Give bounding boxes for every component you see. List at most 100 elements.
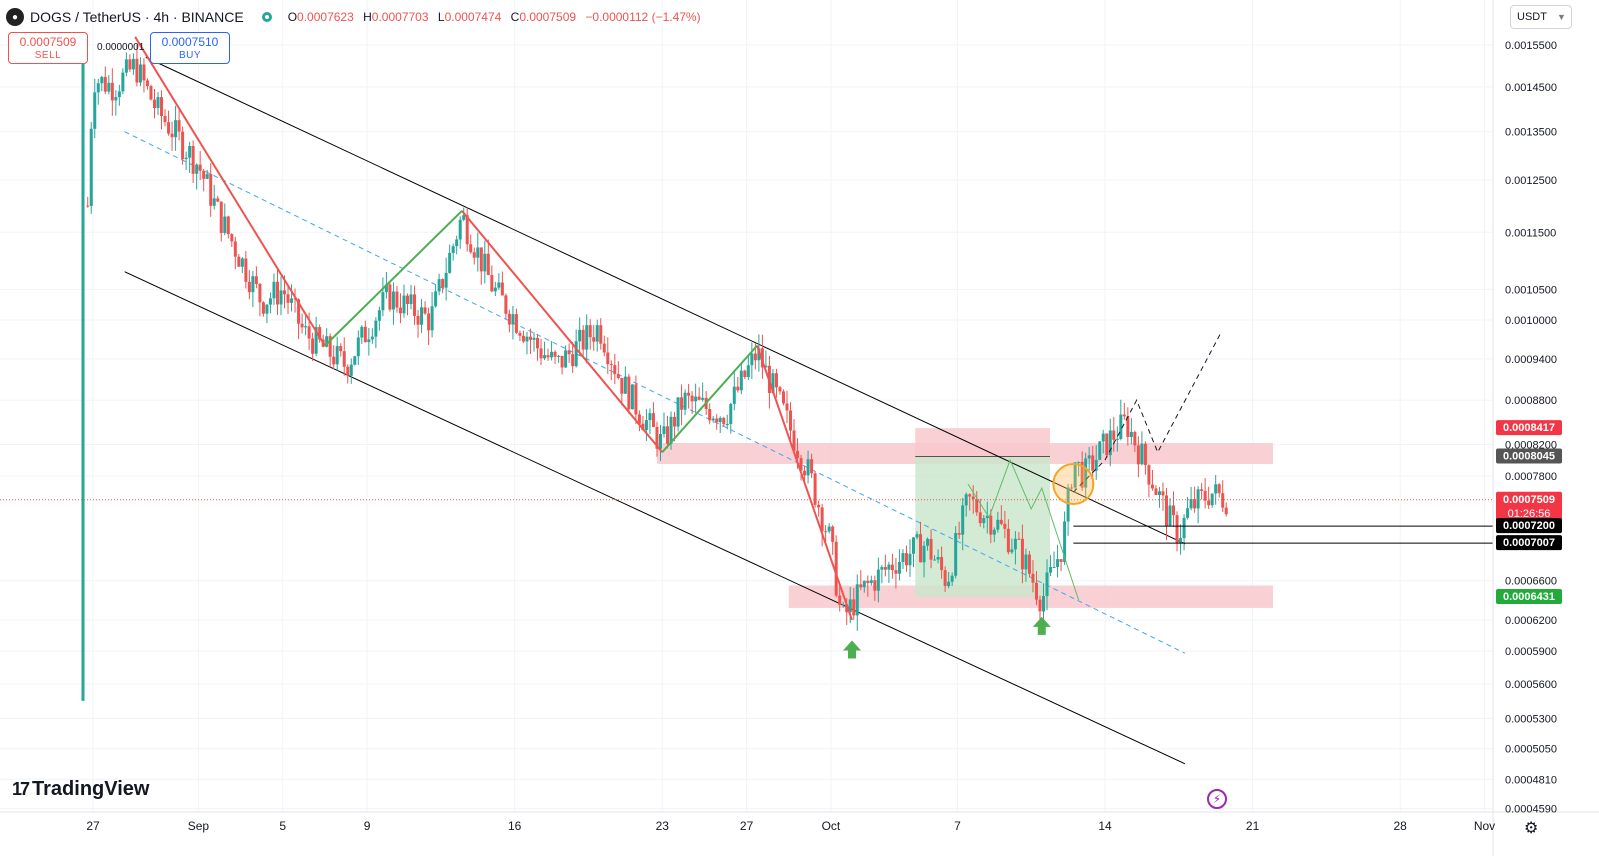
candle-body-26 — [177, 120, 181, 132]
symbol-header: ● DOGS / TetherUS · 4h · BINANCE O0.0007… — [6, 6, 701, 28]
candle-body-19 — [152, 99, 156, 109]
spread-value: 0.0000001 — [97, 42, 145, 53]
candle-body-57 — [286, 294, 290, 303]
candle-body-99 — [434, 291, 438, 307]
candle-body-198 — [781, 391, 785, 404]
up-arrow-icon-1 — [1032, 616, 1051, 635]
impulse-down-2[interactable] — [461, 210, 664, 453]
candle-body-77 — [356, 337, 360, 357]
candle-body-114 — [486, 253, 490, 275]
candle-body-117 — [497, 282, 501, 288]
candle-body-163 — [658, 433, 662, 449]
candle-body-2 — [93, 92, 97, 129]
candle-body-130 — [543, 355, 547, 359]
ohlc-readout: O0.0007623 H0.0007703 L0.0007474 C0.0007… — [288, 10, 701, 24]
y-tick-label-17: 0.0004810 — [1505, 774, 1557, 786]
candle-body-222 — [866, 580, 870, 584]
price-tag-target-5 — [1496, 589, 1562, 605]
candle-body-208 — [817, 504, 821, 508]
candle-body-94 — [416, 315, 420, 325]
channel-lower-line[interactable] — [124, 271, 1186, 765]
x-tick-label-5: 23 — [656, 819, 670, 833]
bar-countdown-text: 01:26:56 — [1508, 508, 1551, 520]
candle-body-261 — [1003, 523, 1007, 529]
currency-select[interactable]: USDT ▼ — [1510, 5, 1572, 29]
x-tick-label-3: 9 — [364, 819, 371, 833]
candle-body-93 — [413, 294, 417, 316]
impulse-up-2[interactable] — [661, 344, 758, 453]
candle-body-16 — [142, 64, 146, 81]
candle-body-22 — [163, 116, 167, 123]
candle-body-30 — [191, 145, 195, 174]
sell-button[interactable]: 0.0007509 SELL — [8, 32, 88, 64]
candle-body-251 — [968, 494, 972, 497]
candle-body-96 — [423, 307, 427, 314]
candle-body-182 — [725, 424, 729, 426]
future-projection-path[interactable] — [1073, 332, 1222, 493]
candle-body-196 — [774, 373, 778, 388]
y-tick-label-11: 0.0006600 — [1505, 576, 1557, 588]
candle-body-146 — [599, 325, 603, 344]
impulse-down-1[interactable] — [134, 36, 326, 347]
high-value: 0.0007703 — [371, 10, 429, 24]
y-tick-label-12: 0.0006200 — [1505, 615, 1557, 627]
symbol-title[interactable]: DOGS / TetherUS · 4h · BINANCE — [30, 9, 244, 25]
candle-body-271 — [1038, 599, 1042, 612]
candle-body-202 — [796, 450, 800, 459]
candle-body-258 — [992, 529, 996, 535]
candle-body-7 — [110, 82, 114, 101]
candle-body-125 — [525, 336, 529, 342]
candle-body-136 — [564, 350, 568, 368]
tradingview-logo[interactable]: 17 TradingView — [12, 778, 149, 801]
dogs-coin-icon[interactable]: ● — [6, 8, 24, 26]
projection-path[interactable] — [967, 458, 1080, 601]
candle-body-135 — [560, 355, 564, 368]
buy-button[interactable]: 0.0007510 BUY — [150, 32, 230, 64]
candle-body-171 — [687, 392, 691, 396]
candle-body-6 — [107, 82, 111, 92]
candle-body-214 — [838, 595, 842, 605]
candle-body-255 — [982, 518, 986, 524]
impulse-up-1[interactable] — [324, 210, 463, 347]
candle-body-228 — [887, 564, 891, 570]
candle-body-29 — [188, 145, 192, 158]
candle-body-116 — [493, 287, 497, 292]
gear-icon[interactable]: ⚙ — [1524, 820, 1539, 837]
candle-body-284 — [1084, 458, 1088, 488]
candle-body-274 — [1049, 567, 1053, 573]
candle-body-303 — [1150, 484, 1154, 489]
candle-body-207 — [813, 473, 817, 505]
candle-body-283 — [1080, 461, 1084, 488]
candle-body-174 — [697, 396, 701, 400]
lightning-icon[interactable]: ⚡ — [1207, 789, 1227, 809]
candle-body-110 — [472, 252, 476, 258]
candle-body-246 — [950, 575, 954, 582]
candle-body-121 — [511, 314, 515, 325]
open-label: O — [287, 10, 298, 24]
brand-name: TradingView — [32, 778, 150, 800]
candle-body-20 — [156, 97, 160, 109]
candle-body-12 — [128, 59, 132, 70]
high-label: H — [363, 10, 372, 24]
channel-upper-line[interactable] — [145, 56, 1186, 545]
impulse-down-3[interactable] — [756, 345, 853, 621]
channel-mid-line[interactable] — [124, 131, 1186, 654]
breakout-circle[interactable] — [1052, 463, 1095, 506]
candle-body-248 — [957, 533, 961, 535]
candle-body-144 — [592, 337, 596, 342]
candle-body-69 — [328, 336, 332, 357]
candle-body-48 — [254, 276, 258, 285]
candle-body-158 — [641, 423, 645, 431]
candle-body-97 — [427, 313, 431, 331]
candle-body-49 — [258, 284, 262, 303]
candle-body-201 — [792, 430, 796, 451]
price-tag-text-2: 0.0007509 — [1503, 494, 1555, 506]
y-tick-label-0: 0.0015500 — [1505, 40, 1557, 52]
candle-body-119 — [504, 295, 508, 314]
y-tick-label-5: 0.0010500 — [1505, 284, 1557, 296]
candle-body-17 — [145, 80, 149, 87]
candle-body-129 — [539, 348, 543, 359]
candle-body-203 — [799, 458, 803, 471]
candle-body-86 — [388, 284, 392, 310]
